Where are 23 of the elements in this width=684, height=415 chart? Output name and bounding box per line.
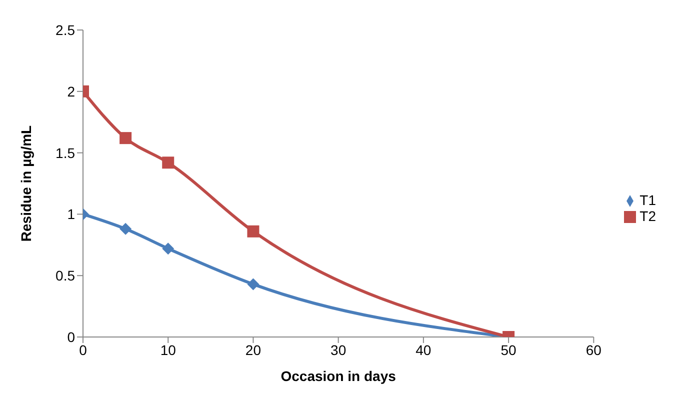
x-tick-label: 50 — [500, 342, 517, 358]
x-tick-label: 20 — [245, 342, 262, 358]
y-tick-label: 1 — [67, 206, 76, 222]
x-tick-label: 40 — [416, 342, 432, 358]
x-axis-title: Occasion in days — [280, 368, 396, 384]
y-tick-label: 2.5 — [56, 22, 76, 38]
point — [247, 225, 260, 238]
y-tick-label: 0 — [67, 328, 76, 345]
x-tick-label: 60 — [586, 342, 602, 358]
point — [162, 242, 174, 255]
point — [162, 156, 174, 169]
x-tick-label: 30 — [330, 342, 346, 358]
y-axis-title: Residue in µg/mL — [18, 124, 34, 242]
y-tick-label: 0.5 — [56, 268, 76, 284]
legend-label: T1 — [640, 192, 656, 208]
x-tick-label: 0 — [79, 342, 88, 358]
y-tick-label: 1.5 — [56, 144, 76, 161]
point — [247, 278, 260, 290]
point — [120, 222, 132, 235]
legend-label: T2 — [640, 208, 656, 224]
point — [120, 132, 132, 144]
x-tick-label: 10 — [160, 342, 176, 358]
y-tick-label: 2 — [67, 83, 76, 100]
